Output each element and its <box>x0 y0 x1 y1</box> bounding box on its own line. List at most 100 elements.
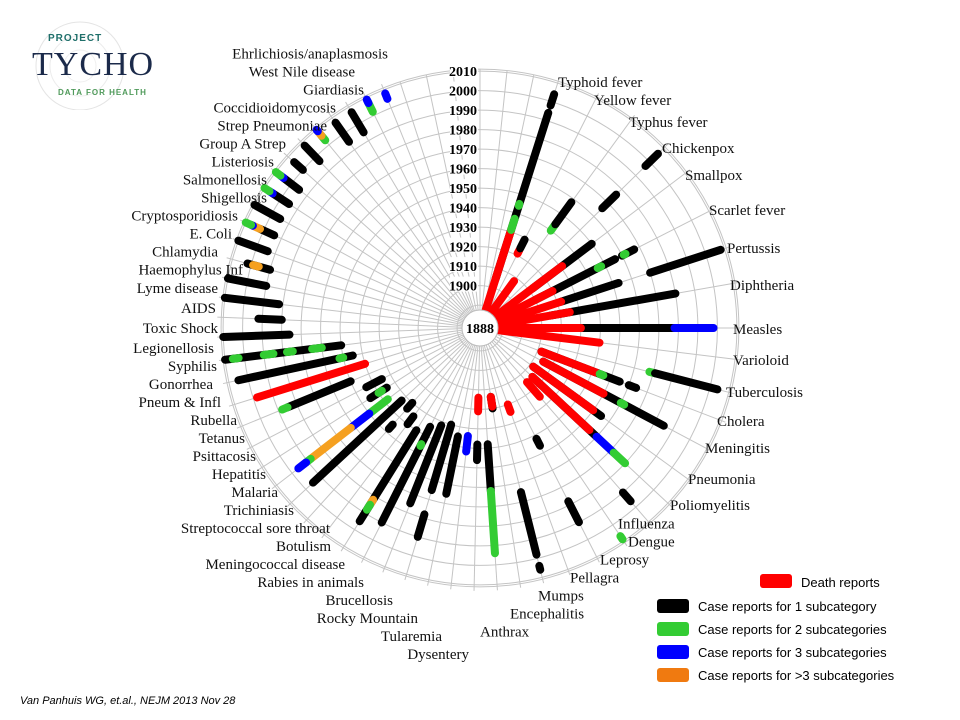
disease-label: Chickenpox <box>662 141 735 157</box>
bar-segment <box>249 261 263 271</box>
bar-segment <box>416 440 426 450</box>
disease-label: Dengue <box>628 534 675 550</box>
year-tick-label: 1960 <box>449 163 477 178</box>
grid-spoke <box>321 342 470 539</box>
disease-label: Psittacosis <box>193 449 257 465</box>
year-tick-bg <box>450 218 478 234</box>
disease-label: Cholera <box>717 414 765 430</box>
grid-spoke <box>450 345 479 590</box>
disease-label: Coccidioidomycosis <box>214 100 337 116</box>
bar-segment <box>374 386 386 397</box>
bar-segment <box>564 497 583 527</box>
year-tick-bg <box>450 198 478 214</box>
disease-label: Leprosy <box>600 552 650 568</box>
bar-segment <box>253 359 370 402</box>
bar-segment <box>551 198 576 229</box>
grid-spoke <box>362 92 473 313</box>
legend-swatch <box>760 574 792 588</box>
grid-spoke <box>487 343 600 563</box>
logo-name: TYCHO <box>32 46 155 83</box>
bar-segment <box>546 90 559 110</box>
grid-spoke <box>481 70 508 311</box>
disease-label: Group A Strep <box>199 136 286 152</box>
disease-label: Dysentery <box>407 647 469 663</box>
disease-label: Streptococcal sore throat <box>181 521 331 537</box>
grid-spoke <box>283 152 467 317</box>
disease-label: Anthrax <box>480 624 530 640</box>
bar-segment <box>491 262 567 321</box>
disease-label: Tuberculosis <box>726 385 803 401</box>
grid-spoke <box>259 184 466 319</box>
legend-swatch <box>657 645 689 659</box>
disease-label: Meningitis <box>705 441 770 457</box>
disease-label: Shigellosis <box>201 190 267 206</box>
legend-swatch <box>657 599 689 613</box>
bar-segment <box>619 249 630 259</box>
year-tick-bg <box>450 120 478 136</box>
bar-segment <box>220 293 284 309</box>
disease-label: Pertussis <box>727 241 781 257</box>
grid-spoke <box>482 345 522 588</box>
year-tick-label: 1930 <box>449 221 477 236</box>
year-tick-bg <box>450 81 478 97</box>
bar-segment <box>462 432 472 456</box>
bar-segment <box>528 372 594 435</box>
bar-segment <box>331 118 354 146</box>
bar-segment <box>234 351 357 385</box>
disease-label: Scarlet fever <box>709 203 785 219</box>
bar-segment <box>609 448 630 468</box>
bar-segment <box>219 330 294 341</box>
disease-label: Smallpox <box>685 168 743 184</box>
disease-label: Gonorrhea <box>149 377 213 393</box>
legend-label: Case reports for 1 subcategory <box>698 599 877 614</box>
bar-segment <box>507 214 519 234</box>
grid-spoke <box>303 341 469 524</box>
grid-spoke <box>270 168 466 318</box>
bar-segment <box>539 357 608 398</box>
bar-segment <box>442 432 462 498</box>
grid-spoke <box>328 112 471 314</box>
bar-segment <box>595 369 608 380</box>
disease-label: Botulism <box>276 539 331 555</box>
disease-label: Pneumonia <box>688 472 756 488</box>
bar-segment <box>362 500 375 514</box>
legend-label: Case reports for >3 subcategories <box>698 668 895 683</box>
bar-segment <box>494 308 574 329</box>
grid-spoke <box>492 143 669 316</box>
bar-segment <box>312 125 322 136</box>
center-circle <box>461 309 499 347</box>
disease-label: Influenza <box>618 516 675 532</box>
bar-segment <box>529 362 598 415</box>
year-tick-bg <box>450 276 478 292</box>
bar-segment <box>308 343 326 353</box>
grid-spoke <box>473 345 481 591</box>
bar-segment <box>413 510 429 541</box>
year-tick-label: 1990 <box>449 104 477 119</box>
year-tick-bg <box>450 62 478 78</box>
bar-segment <box>616 532 627 544</box>
disease-label: Haemophylus Inf <box>138 262 243 278</box>
grid-spoke <box>489 342 628 547</box>
bar-segment <box>516 235 529 253</box>
year-tick-label: 1940 <box>449 202 477 217</box>
year-tick-label: 1920 <box>449 241 477 256</box>
bar-segment <box>403 412 418 429</box>
bar-segment <box>347 108 368 137</box>
disease-label: Poliomyelitis <box>670 498 750 514</box>
disease-label: Legionellosis <box>133 341 214 357</box>
bar-segment <box>254 314 286 324</box>
disease-label: Pneum & Infl <box>139 395 222 411</box>
year-tick-bg <box>450 140 478 156</box>
bar-segment <box>624 381 641 392</box>
disease-label: Measles <box>733 322 782 338</box>
bar-segment <box>483 440 495 495</box>
disease-label: E. Coli <box>189 226 232 242</box>
legend-swatch <box>657 622 689 636</box>
year-tick-bg <box>450 179 478 195</box>
disease-label: West Nile disease <box>249 64 356 80</box>
bar-segment <box>406 421 446 508</box>
disease-label: Rubella <box>190 413 237 429</box>
disease-label: Trichiniasis <box>224 503 294 519</box>
grid-spoke <box>246 335 465 450</box>
